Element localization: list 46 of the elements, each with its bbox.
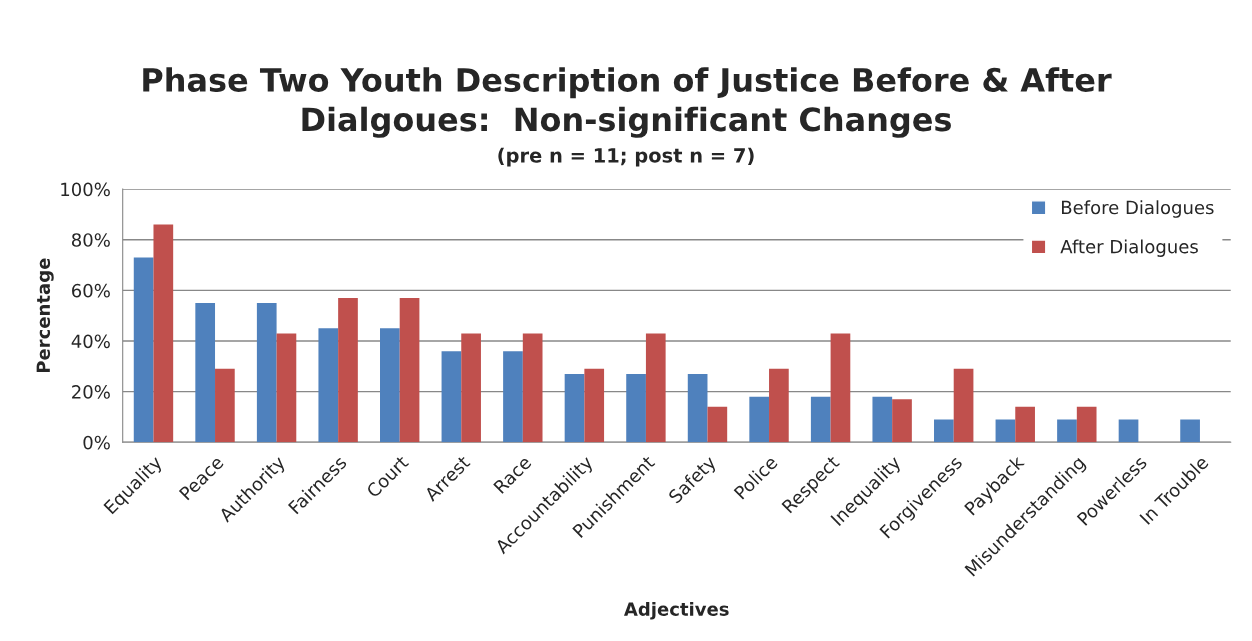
bar: [215, 368, 235, 443]
y-tick-label: 80%: [71, 233, 110, 247]
bar: [195, 303, 216, 443]
bar: [153, 224, 174, 443]
bar: [626, 373, 646, 443]
bar: [892, 399, 912, 443]
bar: [338, 297, 358, 443]
bar: [441, 351, 462, 443]
bar: [645, 333, 666, 443]
bar: [749, 396, 770, 443]
y-tick-label: 20%: [72, 385, 110, 399]
legend-label: Before Dialogues: [1062, 200, 1214, 218]
chart-subtitle: (pre n = 11; post n = 7): [498, 147, 754, 167]
bar: [461, 333, 481, 443]
bar: [133, 257, 154, 443]
bar: [1076, 406, 1097, 443]
bar: [830, 333, 851, 443]
bar: [318, 328, 339, 443]
legend-label: After Dialogues: [1060, 239, 1198, 257]
bar: [399, 297, 420, 443]
bar: [503, 351, 523, 443]
bar: [687, 373, 708, 443]
y-tick-label: 60%: [72, 283, 110, 298]
bar: [872, 396, 893, 443]
bar: [380, 328, 400, 443]
bar: [584, 368, 605, 443]
chart-title: Phase Two Youth Description of Justice Before & After Dialgoues: Non-significant Changes: [143, 67, 1112, 138]
bar: [522, 333, 543, 443]
bar: [769, 368, 789, 443]
bar: [810, 396, 831, 443]
bar: [953, 368, 974, 443]
bar: [1057, 419, 1077, 443]
y-tick-label: 0%: [83, 435, 110, 450]
bar: [256, 303, 277, 443]
bar: [1180, 419, 1200, 443]
bar: [276, 333, 297, 443]
bar: [1118, 419, 1139, 443]
y-axis-title: Percentage: [36, 258, 54, 373]
bar: [1015, 406, 1035, 443]
y-tick-label: 100%: [61, 182, 110, 197]
bar: [707, 406, 728, 443]
y-tick-label: 40%: [71, 334, 110, 349]
x-axis-title: Adjectives: [623, 601, 729, 620]
bar: [934, 419, 954, 443]
bar: [995, 419, 1016, 443]
bar: [564, 373, 585, 443]
